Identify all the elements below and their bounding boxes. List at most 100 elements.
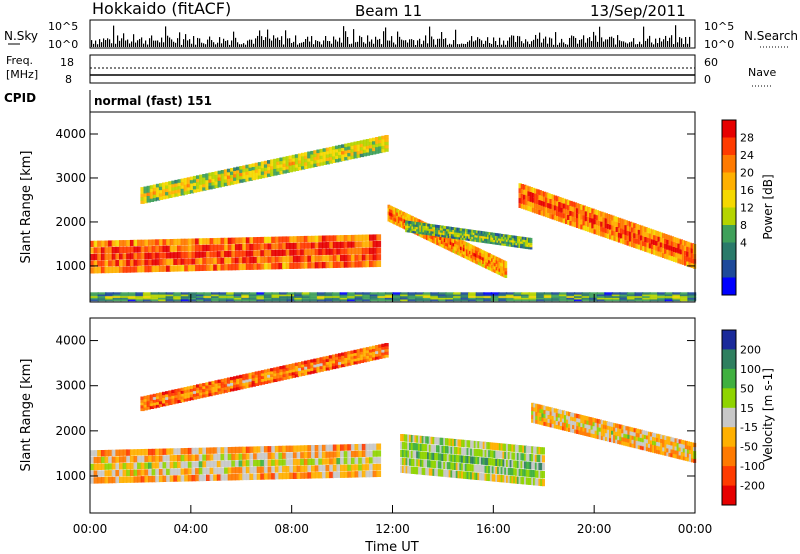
heatmap-cell [391,210,395,214]
heatmap-cell [263,292,273,295]
heatmap-cell [393,210,397,215]
heatmap-cell [384,293,394,297]
heatmap-cell [438,231,441,235]
heatmap-cell [511,444,515,452]
heatmap-cell [329,261,334,269]
heatmap-cell [211,386,216,390]
nsky-bar [561,38,563,47]
heatmap-cell [133,259,139,266]
heatmap-cell [97,297,107,300]
heatmap-cell [294,371,300,375]
heatmap-cell [459,439,463,447]
heatmap-cell [227,460,233,467]
heatmap-cell [637,429,641,434]
heatmap-cell [654,441,658,446]
heatmap-cell [536,462,540,470]
heatmap-cell [589,297,598,300]
heatmap-cell [498,242,501,246]
heatmap-cell [489,254,493,258]
heatmap-cell [464,251,468,256]
heatmap-cell [446,454,450,462]
heatmap-cell [158,292,167,295]
heatmap-cell [578,426,582,431]
heatmap-cell [531,454,535,462]
heatmap-cell [545,207,549,213]
heatmap-cell [570,416,574,421]
heatmap-cell [466,229,470,232]
heatmap-cell [504,467,508,475]
heatmap-cell [392,298,402,302]
heatmap-cell [245,168,250,172]
heatmap-cell [482,253,485,258]
heatmap-cell [417,231,421,234]
heatmap-cell [388,215,392,219]
heatmap-cell [442,234,446,238]
colorbar-segment [722,349,736,370]
nsky-bar [469,40,471,47]
heatmap-cell [615,439,619,444]
heatmap-cell [491,254,494,259]
heatmap-cell [129,449,135,456]
heatmap-cell [657,241,661,247]
heatmap-cell [238,244,244,251]
heatmap-cell [410,466,414,474]
heatmap-cell [361,247,367,255]
heatmap-cell [604,295,614,298]
heatmap-cell [543,417,547,422]
heatmap-cell [341,363,346,368]
heatmap-cell [209,447,215,454]
heatmap-cell [417,228,421,232]
heatmap-cell [104,247,110,254]
heatmap-cell [263,236,269,244]
heatmap-cell [529,461,533,470]
heatmap-cell [690,243,694,249]
heatmap-cell [239,383,244,387]
heatmap-cell [350,148,355,153]
heatmap-cell [152,399,158,403]
heatmap-cell [399,223,402,228]
heatmap-cell [604,298,614,302]
heatmap-cell [591,223,595,229]
heatmap-cell [461,243,465,248]
heatmap-cell [267,446,273,453]
heatmap-cell [662,439,666,444]
heatmap-cell [609,426,613,431]
heatmap-cell [635,428,639,433]
heatmap-cell [556,211,560,217]
heatmap-cell [285,367,290,371]
heatmap-cell [582,419,586,424]
heatmap-cell [347,297,356,300]
heatmap-cell [294,295,303,298]
heatmap-cell [152,187,158,192]
heatmap-cell [226,168,232,173]
heatmap-cell [93,260,99,267]
heatmap-cell [631,435,635,440]
heatmap-cell [314,465,320,472]
heatmap-cell [253,263,258,270]
heatmap-cell [365,470,371,478]
heatmap-cell [498,467,502,475]
heatmap-cell [192,179,198,183]
heatmap-cell [551,407,555,413]
heatmap-cell [331,149,337,154]
heatmap-cell [292,445,298,452]
heatmap-cell [489,474,493,482]
heatmap-cell [457,439,461,447]
heatmap-cell [423,459,427,468]
heatmap-cell [331,360,337,364]
heatmap-cell [457,227,460,231]
heatmap-cell [195,292,205,295]
heatmap-cell [217,382,222,386]
heatmap-cell [155,448,160,456]
heatmap-cell [512,237,515,241]
heatmap-cell [321,451,327,458]
heatmap-cell [316,369,321,373]
heatmap-cell [468,231,471,235]
heatmap-cell [483,261,487,265]
heatmap-cell [100,470,106,477]
colorbar-segment [722,446,736,467]
heatmap-cell [475,295,485,298]
heatmap-cell [645,443,649,448]
heatmap-cell [584,420,588,425]
heatmap-cell [460,298,470,302]
